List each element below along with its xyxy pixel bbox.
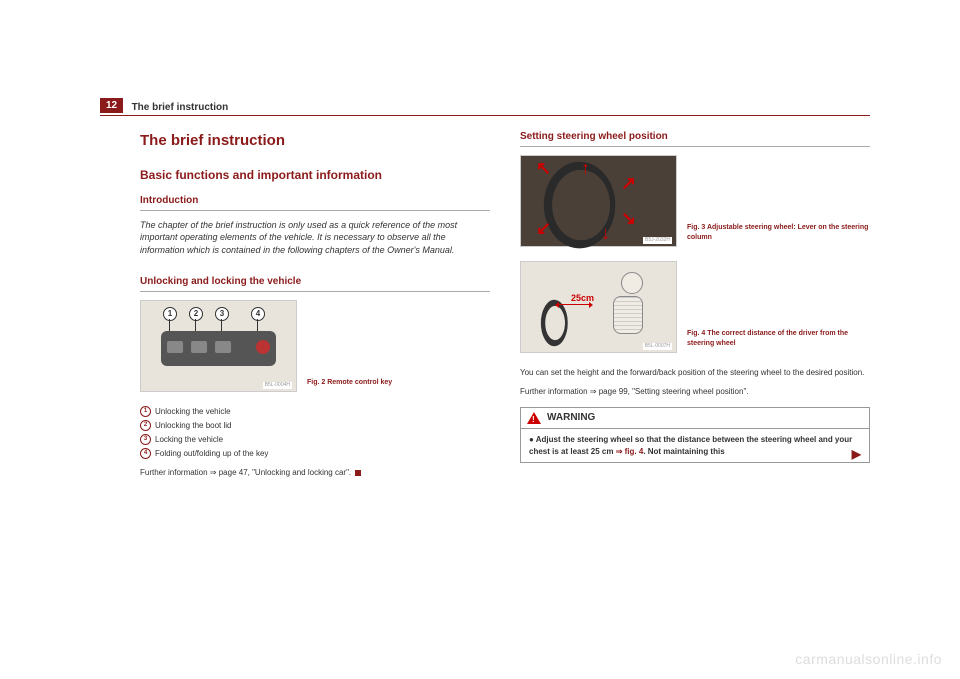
header-title: The brief instruction [132,102,229,113]
figure-3: ↖ ↑ ↗ ↙ ↓ ↘ B5J-2032H [520,155,677,247]
warning-fig-ref: ⇒ fig. 4 [616,447,644,456]
watermark: carmanualsonline.info [795,651,942,667]
further-text: Further information ⇒ page 47, "Unlockin… [140,468,351,477]
unlocking-heading: Unlocking and locking the vehicle [140,275,490,292]
legend-text: Unlocking the boot lid [155,420,232,431]
page-header: 12 The brief instruction [100,95,870,116]
figure-2-caption: Fig. 2 Remote control key [307,378,490,392]
manual-page: 12 The brief instruction The brief instr… [0,0,960,679]
intro-body: The chapter of the brief instruction is … [140,219,490,257]
section-heading: Basic functions and important informatio… [140,167,490,184]
main-heading: The brief instruction [140,130,490,151]
warning-title: WARNING [547,411,595,425]
skull-icon [621,272,643,294]
legend-row: 2 Unlocking the boot lid [140,420,490,431]
steering-further: Further information ⇒ page 99, "Setting … [520,386,870,397]
figure-2-block: 1 2 3 4 B5L-0004H Fig. 2 [140,300,490,392]
legend-marker: 3 [140,434,151,445]
end-marker-icon [355,470,361,476]
figure-4-caption: Fig. 4 The correct distance of the drive… [687,329,870,353]
figure-2: 1 2 3 4 B5L-0004H [140,300,297,392]
warning-body: ● Adjust the steering wheel so that the … [521,429,869,461]
figure-3-block: ↖ ↑ ↗ ↙ ↓ ↘ B5J-2032H Fig. 3 Adjustable … [520,155,870,247]
legend-row: 4 Folding out/folding up of the key [140,448,490,459]
callout-1: 1 [163,307,177,321]
arrow-icon: ↙ [536,216,551,241]
legend-row: 1 Unlocking the vehicle [140,406,490,417]
steering-body: You can set the height and the forward/b… [520,367,870,378]
seat-diagram: 25cm [521,262,676,352]
arrow-icon: ↗ [621,171,636,196]
arrow-icon: ↓ [601,221,610,246]
callout-4: 4 [251,307,265,321]
right-column: Setting steering wheel position ↖ ↑ ↗ ↙ … [520,130,870,629]
key-fob [161,331,276,366]
left-column: The brief instruction Basic functions an… [140,130,490,629]
ribs-icon [613,296,643,334]
legend-text: Unlocking the vehicle [155,406,231,417]
boot-button-icon [191,341,207,353]
figure-3-caption: Fig. 3 Adjustable steering wheel: Lever … [687,223,870,247]
arrow-icon: ↖ [536,156,551,181]
warning-header: WARNING [521,408,869,429]
fold-button-icon [256,340,270,354]
warning-text-post: . Not maintaining this [643,447,724,456]
legend-marker: 2 [140,420,151,431]
further-info: Further information ⇒ page 47, "Unlockin… [140,467,490,478]
legend-row: 3 Locking the vehicle [140,434,490,445]
warning-box: WARNING ● Adjust the steering wheel so t… [520,407,870,462]
lock-button-icon [215,341,231,353]
legend-marker: 4 [140,448,151,459]
legend-text: Folding out/folding up of the key [155,448,268,459]
figure-code: B5L-0004H [263,382,292,389]
continue-arrow-icon: ▶ [852,446,861,463]
page-number: 12 [100,98,123,113]
figure-4-block: 25cm B5L-0007H Fig. 4 The correct distan… [520,261,870,353]
warning-icon [527,412,541,424]
legend-marker: 1 [140,406,151,417]
arrow-icon: ↘ [621,206,636,231]
content-columns: The brief instruction Basic functions an… [140,130,870,629]
callout-2: 2 [189,307,203,321]
distance-arrow-icon [559,304,589,305]
steering-heading: Setting steering wheel position [520,130,870,147]
unlock-button-icon [167,341,183,353]
legend-text: Locking the vehicle [155,434,223,445]
figure-4: 25cm B5L-0007H [520,261,677,353]
skeleton-icon [591,272,651,342]
callout-3: 3 [215,307,229,321]
arrow-icon: ↑ [581,156,590,181]
figure-code: B5L-0007H [643,343,672,350]
intro-heading: Introduction [140,194,490,211]
figure-code: B5J-2032H [643,237,672,244]
